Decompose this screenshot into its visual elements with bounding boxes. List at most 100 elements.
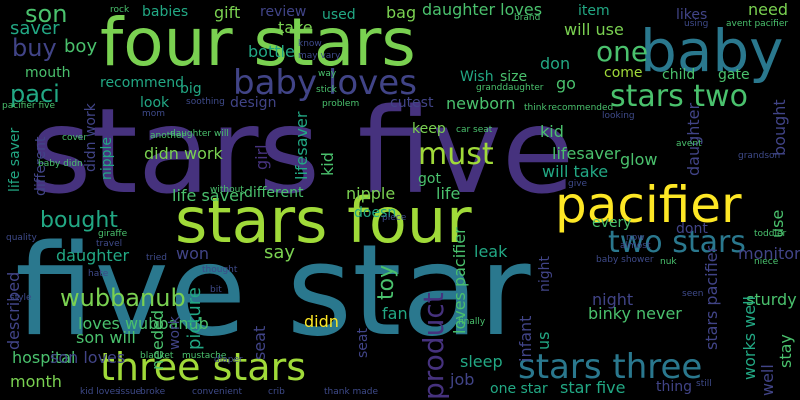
word-mouth: mouth bbox=[25, 65, 71, 81]
word-cutest: cutest bbox=[390, 95, 434, 111]
word-baby-loves: baby loves bbox=[233, 63, 417, 103]
word-hospital: won bbox=[176, 244, 210, 263]
word-two-stars: two stars bbox=[608, 225, 746, 260]
word-recommend: recommend bbox=[100, 75, 184, 91]
word-glow: doesn bbox=[354, 205, 397, 221]
word-well: night bbox=[592, 290, 634, 309]
word-item: item bbox=[578, 3, 610, 19]
word-one-star: toy bbox=[374, 264, 399, 300]
word-work: wubbanub bbox=[60, 284, 186, 312]
word-thing: sleep bbox=[460, 352, 503, 371]
word-need: need bbox=[748, 0, 788, 19]
small-word: giraffe bbox=[98, 229, 128, 239]
word-take: take bbox=[278, 18, 313, 37]
word-come: come bbox=[604, 65, 643, 81]
small-word: baby didn bbox=[38, 159, 83, 169]
word-must: must bbox=[418, 137, 494, 172]
word-sturdy: night bbox=[537, 255, 553, 292]
small-word: granddaughter bbox=[476, 83, 544, 93]
word-dont: will take bbox=[542, 162, 609, 181]
word-stars-two: stars two bbox=[610, 79, 748, 114]
small-word: mom bbox=[142, 109, 166, 119]
word-big: big bbox=[180, 81, 202, 97]
word-don-buy: stay bbox=[776, 334, 795, 368]
word-night: seat bbox=[250, 325, 269, 360]
word-loves-pacifier: needed bbox=[148, 310, 167, 370]
word-works-well: infant bbox=[516, 315, 535, 362]
small-word: brand bbox=[514, 13, 541, 23]
word-four-stars: four stars bbox=[100, 4, 416, 81]
word-job: fan bbox=[382, 304, 408, 323]
small-word: hate bbox=[88, 269, 109, 279]
small-word: recommended bbox=[548, 103, 614, 113]
word-needed: daughter bbox=[56, 246, 130, 265]
small-word: style bbox=[10, 293, 32, 303]
small-word: niece bbox=[754, 257, 779, 267]
word-hold: thing bbox=[656, 379, 693, 395]
word-review: review bbox=[260, 4, 307, 20]
small-word: avent pacifier bbox=[726, 19, 789, 29]
word-got: didn work bbox=[144, 144, 223, 163]
word-girl: job bbox=[450, 370, 475, 389]
word-star-five: product bbox=[417, 292, 450, 400]
word-don: don bbox=[540, 54, 571, 73]
word-baby-will: stars pacifier bbox=[702, 245, 721, 350]
word-go: go bbox=[556, 74, 576, 93]
word-design: design bbox=[230, 95, 277, 111]
word-daughter: different bbox=[244, 185, 304, 201]
word-used: used bbox=[322, 7, 356, 23]
word-will-take: life bbox=[436, 184, 461, 203]
word-baby: baby bbox=[640, 17, 784, 85]
word-infant: work bbox=[167, 316, 183, 350]
word-wubbanub: bought bbox=[40, 208, 118, 233]
word-received: one star bbox=[490, 381, 548, 397]
word-bought: keep bbox=[412, 121, 446, 137]
word-buy: buy bbox=[12, 34, 57, 62]
word-product: month bbox=[10, 372, 62, 391]
word-saver: saver bbox=[10, 18, 60, 39]
small-word: still bbox=[696, 379, 712, 389]
small-word: another bbox=[150, 131, 186, 141]
word-look: look bbox=[140, 95, 170, 111]
word-binky-never: seat bbox=[355, 328, 371, 358]
word-son: son bbox=[25, 0, 68, 28]
small-word: blanket bbox=[140, 351, 174, 361]
word-life-saver: life saver bbox=[7, 127, 23, 192]
small-word: kid loves bbox=[80, 387, 120, 397]
word-gate: gate bbox=[718, 67, 750, 83]
word-one: one bbox=[596, 35, 649, 68]
word-fan: hospital bbox=[12, 348, 76, 367]
word-child: child bbox=[662, 67, 696, 83]
word-stars-five: stars five bbox=[30, 82, 575, 220]
word-nipple: nipple bbox=[99, 136, 115, 180]
word-doesn: kid bbox=[318, 152, 337, 176]
word-life-mid: girl bbox=[252, 144, 271, 170]
word-sleep: didn bbox=[304, 312, 339, 331]
word-stars-three: stars three bbox=[518, 347, 703, 387]
word-lifesaver: got bbox=[418, 171, 441, 187]
word-three-stars: three stars bbox=[100, 345, 307, 389]
word-toy: son loves bbox=[50, 348, 126, 367]
word-bottle: bottle bbox=[248, 42, 295, 61]
small-word: convenient bbox=[192, 387, 242, 397]
small-word: thought bbox=[202, 265, 238, 275]
small-word: problem bbox=[322, 99, 360, 109]
small-word: bit bbox=[210, 285, 222, 295]
small-word: avent bbox=[676, 139, 702, 149]
small-word: diaper bbox=[214, 355, 243, 365]
word-every: lifesaver bbox=[552, 144, 621, 163]
word-stroller: star five bbox=[560, 378, 626, 397]
word-picture: loves wubbanub bbox=[78, 314, 209, 333]
small-word: rock bbox=[110, 5, 130, 15]
small-word: looking bbox=[602, 111, 635, 121]
small-word: seen bbox=[682, 289, 704, 299]
small-word: may vary bbox=[298, 51, 341, 61]
small-word: cover bbox=[62, 133, 88, 143]
small-word: car seat bbox=[456, 125, 493, 135]
small-word: finally bbox=[458, 317, 486, 327]
word-stay: binky never bbox=[588, 304, 682, 323]
word-newborn: newborn bbox=[446, 94, 516, 113]
word-kid: nipple bbox=[346, 184, 396, 203]
word-size: size bbox=[500, 69, 528, 85]
